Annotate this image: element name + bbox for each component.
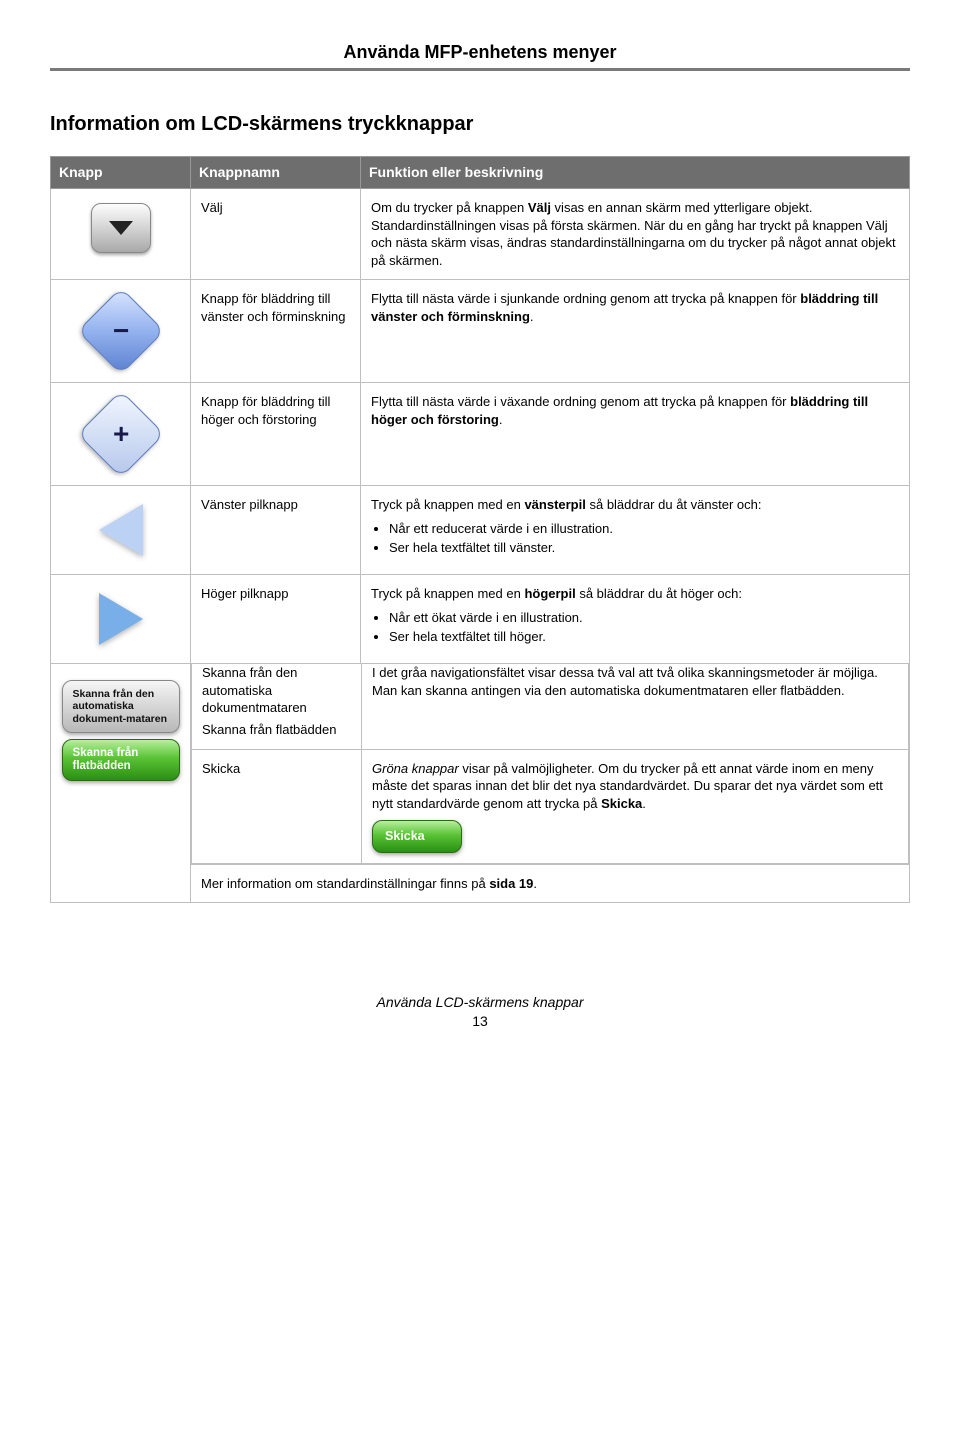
scan-adf-button-icon: Skanna från den automatiska dokument-mat… bbox=[62, 680, 180, 732]
more-info: Mer information om standardinställningar… bbox=[191, 864, 910, 903]
scroll-left-minus-icon: − bbox=[77, 288, 165, 376]
select-down-button-icon bbox=[91, 203, 151, 253]
scroll-right-plus-icon: + bbox=[77, 391, 165, 479]
th-knapp: Knapp bbox=[51, 157, 191, 189]
left-arrow-icon bbox=[99, 504, 143, 556]
table-row: − Knapp för bläddring till vänster och f… bbox=[51, 280, 910, 383]
name-scan-flat: Skanna från flatbädden bbox=[202, 721, 351, 739]
name-skicka: Skicka bbox=[192, 749, 362, 863]
scan-flatbed-button-icon: Skanna från flatbädden bbox=[62, 739, 180, 781]
page-footer: Använda LCD-skärmens knappar 13 bbox=[50, 993, 910, 1031]
name-minus: Knapp för bläddring till vänster och för… bbox=[191, 280, 361, 383]
desc-left: Tryck på knappen med en vänsterpil så bl… bbox=[361, 486, 910, 575]
skicka-button-icon: Skicka bbox=[372, 820, 462, 852]
table-row: Skanna från den automatiska dokument-mat… bbox=[51, 664, 910, 864]
name-right: Höger pilknapp bbox=[191, 575, 361, 664]
name-scan-adf: Skanna från den automatiska dokumentmata… bbox=[202, 664, 351, 717]
desc-minus: Flytta till nästa värde i sjunkande ordn… bbox=[361, 280, 910, 383]
right-arrow-icon bbox=[99, 593, 143, 645]
header-rule bbox=[50, 68, 910, 71]
button-table: Knapp Knappnamn Funktion eller beskrivni… bbox=[50, 156, 910, 903]
name-plus: Knapp för bläddring till höger och först… bbox=[191, 383, 361, 486]
table-row: Vänster pilknapp Tryck på knappen med en… bbox=[51, 486, 910, 575]
name-valj: Välj bbox=[191, 189, 361, 280]
section-title: Information om LCD-skärmens tryckknappar bbox=[50, 111, 910, 138]
desc-scan: I det gråa navigationsfältet visar dessa… bbox=[362, 664, 909, 749]
desc-right: Tryck på knappen med en högerpil så bläd… bbox=[361, 575, 910, 664]
desc-skicka: Gröna knappar visar på valmöjligheter. O… bbox=[362, 749, 909, 863]
desc-plus: Flytta till nästa värde i växande ordnin… bbox=[361, 383, 910, 486]
th-funktion: Funktion eller beskrivning bbox=[361, 157, 910, 189]
th-knappnamn: Knappnamn bbox=[191, 157, 361, 189]
desc-valj: Om du trycker på knappen Välj visas en a… bbox=[361, 189, 910, 280]
page-header: Använda MFP-enhetens menyer bbox=[50, 40, 910, 64]
table-row: + Knapp för bläddring till höger och för… bbox=[51, 383, 910, 486]
name-left: Vänster pilknapp bbox=[191, 486, 361, 575]
table-row: Välj Om du trycker på knappen Välj visas… bbox=[51, 189, 910, 280]
table-row: Höger pilknapp Tryck på knappen med en h… bbox=[51, 575, 910, 664]
